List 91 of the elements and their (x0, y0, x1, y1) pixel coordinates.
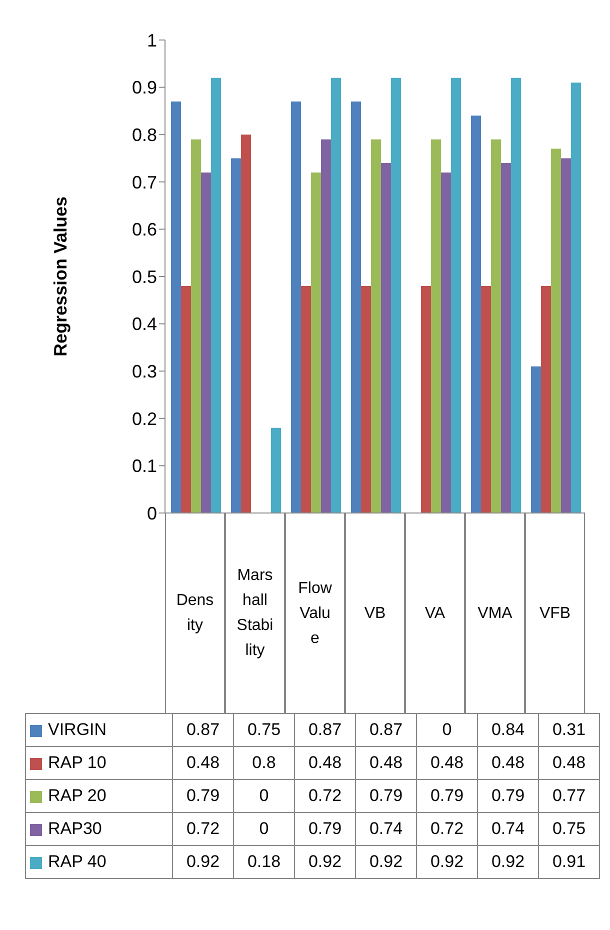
legend-label: RAP 10 (48, 753, 106, 772)
bar (231, 158, 241, 513)
data-label: 0.18 (234, 846, 294, 878)
bar (191, 139, 201, 513)
bar (571, 82, 581, 513)
bar (351, 101, 361, 513)
bar (541, 286, 551, 513)
legend-label: VIRGIN (48, 720, 107, 739)
y-tick-label: 0.8 (132, 124, 157, 145)
data-label: 0.48 (478, 746, 538, 780)
bar (441, 172, 451, 513)
data-label: 0.77 (538, 780, 600, 812)
bar (241, 134, 251, 513)
bar (381, 162, 391, 513)
bar (561, 158, 571, 513)
bar (291, 101, 301, 513)
y-tick-label: 0.4 (132, 314, 157, 334)
data-label: 0.79 (478, 780, 538, 812)
y-axis-title: Regression Values (50, 196, 70, 357)
data-label: 0.31 (538, 714, 600, 746)
bar (451, 78, 461, 513)
data-label: 0.74 (356, 812, 416, 846)
data-label: 0.92 (416, 846, 478, 878)
legend-label: RAP 20 (48, 786, 106, 805)
data-label: 0.79 (416, 780, 478, 812)
x-tick-label: VMA (465, 513, 525, 713)
y-tick-label: 0.5 (132, 266, 157, 287)
bar (391, 78, 401, 513)
data-label: 0.75 (538, 812, 600, 846)
bar (201, 172, 211, 513)
data-label: 0.72 (294, 780, 356, 812)
x-tick-label: Flow Value (285, 513, 345, 713)
bar (331, 78, 341, 513)
bar (371, 139, 381, 513)
bar (491, 139, 501, 513)
bar (311, 172, 321, 513)
data-label: 0 (416, 714, 478, 746)
legend-label: RAP30 (48, 819, 102, 838)
bar (271, 428, 281, 513)
data-label: 0.79 (172, 780, 234, 812)
y-tick-label: 0.6 (132, 220, 157, 240)
data-label: 0 (234, 812, 294, 846)
bar (531, 366, 541, 513)
data-label: 0.79 (294, 812, 356, 846)
data-label: 0.48 (416, 746, 478, 780)
data-label: 0.48 (172, 746, 234, 780)
x-tick-label: VA (405, 513, 465, 713)
bar (481, 286, 491, 513)
data-label: 0.72 (172, 812, 234, 846)
data-label: 0.8 (234, 746, 294, 780)
data-label: 0.72 (416, 812, 478, 846)
bar (511, 78, 521, 513)
data-label: 0.87 (172, 714, 234, 746)
data-label: 0.48 (538, 746, 600, 780)
data-label: 0.92 (294, 846, 356, 878)
x-tick-label: VFB (525, 513, 585, 713)
data-label: 0.92 (478, 846, 538, 878)
y-tick-label: 0.2 (132, 408, 157, 429)
data-label: 0.74 (478, 812, 538, 846)
bar (211, 78, 221, 513)
legend-label: RAP 40 (48, 852, 106, 871)
bar (551, 148, 561, 513)
data-label: 0.75 (234, 714, 294, 746)
y-tick-label: 0 (146, 503, 157, 524)
bar (181, 286, 191, 513)
bar (361, 286, 371, 513)
x-tick-label: VB (345, 513, 405, 713)
y-tick-label: 0.7 (132, 172, 157, 192)
data-label: 0.92 (172, 846, 234, 878)
data-label: 0.92 (356, 846, 416, 878)
data-label: 0.91 (538, 846, 600, 878)
x-tick-label: Marshall Stability (225, 513, 285, 713)
data-label: 0.79 (356, 780, 416, 812)
bar (501, 162, 511, 513)
y-tick-label: 0.3 (132, 361, 157, 382)
bar (471, 116, 481, 513)
y-tick-label: 0.1 (132, 456, 157, 476)
data-label: 0.48 (356, 746, 416, 780)
data-label: 0.87 (294, 714, 356, 746)
data-label: 0 (234, 780, 294, 812)
y-tick-label: 1 (146, 30, 157, 50)
y-tick-label: 0.9 (132, 78, 157, 98)
data-label: 0.87 (356, 714, 416, 746)
x-tick-label: Density (165, 513, 225, 713)
bar (321, 139, 331, 513)
bar (421, 286, 431, 513)
bar (171, 101, 181, 513)
bar (431, 139, 441, 513)
data-label: 0.48 (294, 746, 356, 780)
data-label: 0.84 (478, 714, 538, 746)
bar (301, 286, 311, 513)
